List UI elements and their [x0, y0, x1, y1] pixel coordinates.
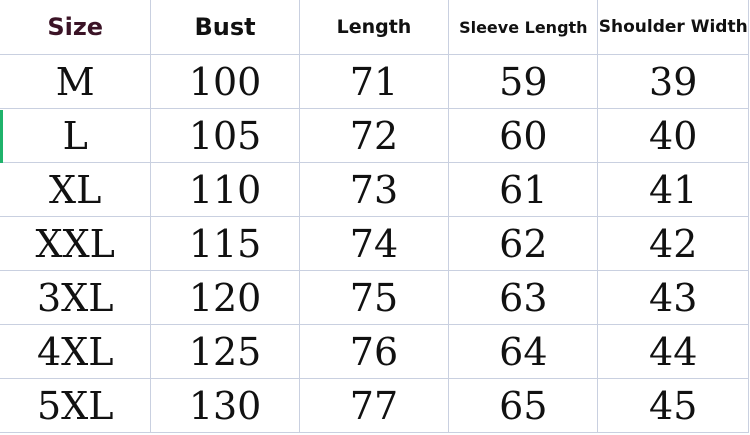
header-sleeve-length: Sleeve Length — [448, 0, 599, 55]
table-cell: 3XL — [0, 270, 152, 325]
table-cell: 110 — [150, 162, 300, 217]
table-cell: 41 — [597, 162, 749, 217]
table-cell: 43 — [597, 270, 749, 325]
row-selection-mark — [0, 110, 3, 163]
table-cell: 72 — [298, 108, 450, 163]
table-cell: 5XL — [0, 378, 152, 433]
header-row: Size Bust Length Sleeve Length Shoulder … — [0, 0, 749, 55]
table-row: 3XL 120 75 63 43 — [0, 270, 749, 325]
header-length: Length — [298, 0, 450, 55]
table-cell: 40 — [597, 108, 749, 163]
table-row: XL 110 73 61 41 — [0, 162, 749, 217]
table-cell: 115 — [150, 216, 300, 271]
table-cell: 42 — [597, 216, 749, 271]
header-size: Size — [0, 0, 152, 55]
table-cell: 39 — [597, 54, 749, 109]
table-row: 4XL 125 76 64 44 — [0, 324, 749, 379]
table-cell: 61 — [448, 162, 599, 217]
table-cell: 45 — [597, 378, 749, 433]
table-cell: 44 — [597, 324, 749, 379]
table-cell: XL — [0, 162, 152, 217]
table-cell: 60 — [448, 108, 599, 163]
table-cell: 4XL — [0, 324, 152, 379]
table-cell: 75 — [298, 270, 450, 325]
table-row: M 100 71 59 39 — [0, 54, 749, 109]
table-cell: 73 — [298, 162, 450, 217]
table-cell: 120 — [150, 270, 300, 325]
table-cell: 77 — [298, 378, 450, 433]
table-cell: 76 — [298, 324, 450, 379]
table-cell: 59 — [448, 54, 599, 109]
table-cell: 105 — [150, 108, 300, 163]
table-cell: 125 — [150, 324, 300, 379]
table-row: L 105 72 60 40 — [0, 108, 749, 163]
table-cell: 74 — [298, 216, 450, 271]
table-cell: 130 — [150, 378, 300, 433]
header-shoulder-width: Shoulder Width — [597, 0, 749, 55]
table-cell: XXL — [0, 216, 152, 271]
table-cell: 65 — [448, 378, 599, 433]
header-bust: Bust — [150, 0, 300, 55]
table-row: 5XL 130 77 65 45 — [0, 378, 749, 433]
table-cell: L — [0, 108, 152, 163]
table-cell: 64 — [448, 324, 599, 379]
table-cell: 71 — [298, 54, 450, 109]
table-cell: 63 — [448, 270, 599, 325]
table-cell: 62 — [448, 216, 599, 271]
table-row: XXL 115 74 62 42 — [0, 216, 749, 271]
table-cell: 100 — [150, 54, 300, 109]
table-cell: M — [0, 54, 152, 109]
